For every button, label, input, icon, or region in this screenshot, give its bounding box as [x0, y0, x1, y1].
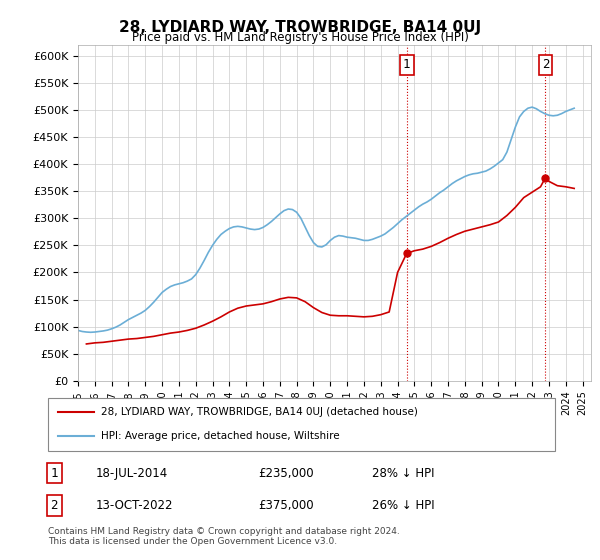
Text: 1: 1	[403, 58, 410, 72]
Text: 26% ↓ HPI: 26% ↓ HPI	[372, 499, 434, 512]
Text: 13-OCT-2022: 13-OCT-2022	[96, 499, 173, 512]
Text: Price paid vs. HM Land Registry's House Price Index (HPI): Price paid vs. HM Land Registry's House …	[131, 31, 469, 44]
Text: HPI: Average price, detached house, Wiltshire: HPI: Average price, detached house, Wilt…	[101, 431, 340, 441]
FancyBboxPatch shape	[48, 398, 555, 451]
Text: Contains HM Land Registry data © Crown copyright and database right 2024.
This d: Contains HM Land Registry data © Crown c…	[48, 526, 400, 546]
Text: 28, LYDIARD WAY, TROWBRIDGE, BA14 0UJ: 28, LYDIARD WAY, TROWBRIDGE, BA14 0UJ	[119, 20, 481, 35]
Text: 28% ↓ HPI: 28% ↓ HPI	[372, 466, 434, 480]
Text: 1: 1	[50, 466, 58, 480]
Text: 2: 2	[542, 58, 549, 72]
Text: 2: 2	[50, 499, 58, 512]
Text: £235,000: £235,000	[258, 466, 314, 480]
Text: 28, LYDIARD WAY, TROWBRIDGE, BA14 0UJ (detached house): 28, LYDIARD WAY, TROWBRIDGE, BA14 0UJ (d…	[101, 408, 418, 418]
Text: 18-JUL-2014: 18-JUL-2014	[96, 466, 168, 480]
Text: £375,000: £375,000	[258, 499, 314, 512]
